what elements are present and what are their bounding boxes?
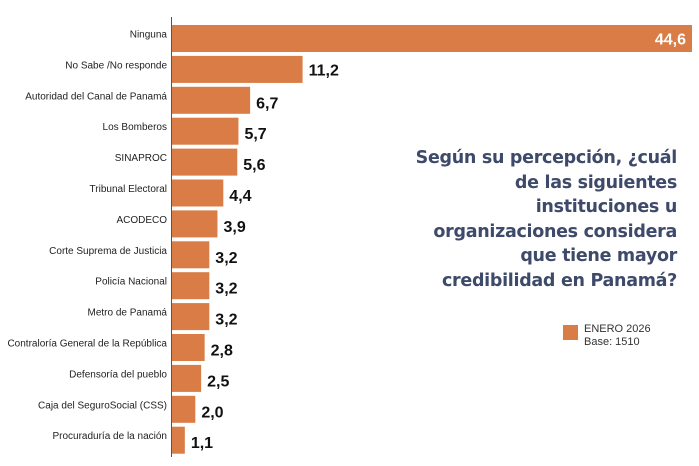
category-label: Procuraduría de la nación [52, 431, 167, 442]
value-label: 2,5 [207, 373, 229, 390]
bar [172, 55, 303, 83]
value-label: 44,6 [655, 32, 686, 49]
category-label: Autoridad del Canal de Panamá [25, 91, 167, 102]
bar [172, 334, 205, 361]
bar [172, 272, 210, 300]
category-label: Caja del SeguroSocial (CSS) [38, 400, 167, 411]
category-label: Tribunal Electoral [90, 184, 167, 195]
category-label: Corte Suprema de Justicia [49, 246, 167, 257]
legend: ENERO 2026 Base: 1510 [563, 323, 651, 349]
value-label: 2,0 [201, 404, 223, 421]
value-label: 3,2 [215, 250, 237, 267]
value-label: 2,8 [211, 343, 233, 360]
category-label: Policía Nacional [95, 277, 167, 288]
bar [172, 179, 224, 207]
bar [172, 395, 196, 423]
value-label: 4,4 [229, 188, 251, 205]
bar [172, 426, 185, 454]
category-label: Ninguna [130, 30, 168, 41]
value-label: 5,6 [243, 157, 265, 174]
category-label: Defensoría del pueblo [69, 369, 167, 380]
value-label: 3,9 [223, 219, 245, 236]
value-label: 3,2 [215, 312, 237, 329]
value-label: 1,1 [191, 435, 213, 452]
value-label: 3,2 [215, 281, 237, 298]
legend-swatch [563, 325, 578, 340]
legend-note: Base: 1510 [584, 336, 640, 348]
category-label: Contraloría General de la República [7, 339, 167, 350]
category-label: ACODECO [116, 215, 167, 226]
bar [172, 25, 692, 52]
bar [172, 148, 238, 176]
category-label: No Sabe /No responde [65, 60, 167, 71]
category-label: Metro de Panamá [88, 308, 168, 319]
category-label: SINAPROC [115, 153, 167, 164]
value-label: 6,7 [256, 95, 278, 112]
value-label: 11,2 [309, 62, 339, 79]
bar [172, 241, 210, 269]
bar [172, 86, 251, 114]
value-label: 5,7 [244, 126, 266, 143]
bar [172, 303, 210, 331]
bar [172, 364, 202, 392]
bar [172, 210, 218, 238]
category-label: Los Bomberos [103, 122, 167, 133]
bar [172, 117, 239, 145]
legend-label: ENERO 2026 [584, 323, 651, 335]
chart-title: Según su percepción, ¿cuál de las siguie… [415, 148, 678, 291]
